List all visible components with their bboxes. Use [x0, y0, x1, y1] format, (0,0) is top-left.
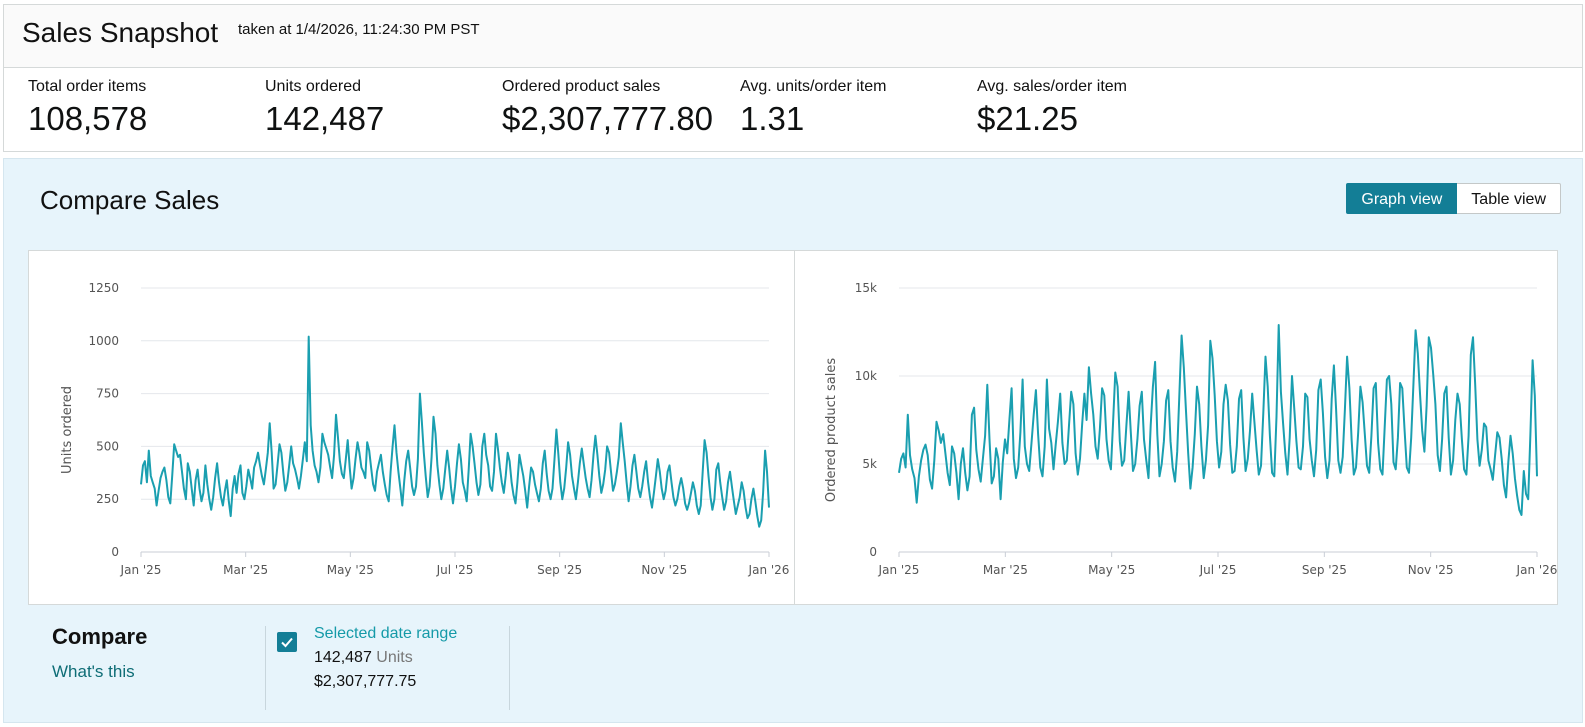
x-tick-label: Jan '25: [878, 563, 920, 577]
selected-range-checkbox[interactable]: [277, 632, 297, 652]
metric-value: 1.31: [740, 100, 805, 137]
chart-divider: [794, 251, 795, 604]
snapshot-header: Sales Snapshot taken at 1/4/2026, 11:24:…: [4, 5, 1582, 68]
y-tick-label: 15k: [855, 281, 877, 295]
metric-value: $2,307,777.80: [502, 100, 714, 137]
charts-container: 0 250 500 750 1000 1250 Jan '25 Mar '25 May '25 J…: [28, 250, 1558, 605]
x-tick-label: Jan '25: [120, 563, 162, 577]
legend-separator: [265, 626, 266, 710]
y-tick-label: 0: [111, 545, 119, 559]
whats-this-link[interactable]: What's this: [52, 662, 135, 681]
units-word: Units: [376, 649, 413, 666]
graph-view-button[interactable]: Graph view: [1346, 183, 1458, 214]
metric-ordered-product-sales: Ordered product sales $2,307,777.80: [502, 78, 713, 138]
metric-avg-sales-per-order-item: Avg. sales/order item $21.25: [977, 78, 1127, 138]
metric-units-ordered: Units ordered 142,487: [265, 78, 384, 138]
x-tick-label: Nov '25: [641, 563, 687, 577]
snapshot-title: Sales Snapshot: [22, 17, 219, 48]
y-tick-label: 750: [96, 387, 119, 401]
sales-snapshot-panel: Sales Snapshot taken at 1/4/2026, 11:24:…: [3, 4, 1583, 152]
x-tick-label: Jan '26: [1516, 563, 1557, 577]
selected-range-units: 142,487 Units: [314, 649, 413, 667]
x-tick-label: May '25: [327, 563, 374, 577]
ordered-product-sales-chart: 0 5k 10k 15k Jan '25 Mar '25 May '25 Jul '25 Sep…: [824, 281, 1557, 577]
metric-value: $21.25: [977, 100, 1078, 137]
compare-legend-title: Compare: [52, 624, 148, 649]
compare-legend: Compare What's this Selected date range …: [4, 614, 1582, 724]
table-view-button[interactable]: Table view: [1457, 183, 1561, 214]
metric-label: Units ordered: [265, 78, 362, 95]
y-tick-label: 250: [96, 492, 119, 506]
snapshot-timestamp: taken at 1/4/2026, 11:24:30 PM PST: [238, 21, 480, 38]
y-axis-title: Ordered product sales: [824, 358, 839, 503]
y-tick-label: 500: [96, 439, 119, 453]
y-tick-label: 5k: [862, 457, 877, 471]
metric-total-order-items: Total order items 108,578: [28, 78, 147, 138]
units-ordered-chart: 0 250 500 750 1000 1250 Jan '25 Mar '25 May '25 J…: [60, 281, 790, 577]
legend-separator: [509, 626, 510, 710]
metric-label: Total order items: [28, 78, 147, 95]
series-line: [140, 335, 770, 528]
y-tick-label: 0: [869, 545, 877, 559]
y-axis-title: Units ordered: [60, 386, 75, 474]
metric-value: 142,487: [265, 100, 385, 137]
compare-sales-panel: Compare Sales Graph view Table view 0 250…: [3, 158, 1583, 723]
x-tick-label: Nov '25: [1408, 563, 1454, 577]
series-line: [898, 324, 1538, 516]
units-value: 142,487: [314, 649, 372, 666]
x-tick-label: Jan '26: [748, 563, 790, 577]
x-tick-label: Mar '25: [983, 563, 1028, 577]
compare-sales-title: Compare Sales: [40, 185, 220, 215]
x-tick-label: May '25: [1088, 563, 1135, 577]
metric-value: 108,578: [28, 100, 148, 137]
metric-label: Ordered product sales: [502, 78, 661, 95]
y-tick-label: 1250: [88, 281, 119, 295]
x-tick-label: Sep '25: [1302, 563, 1347, 577]
x-tick-label: Mar '25: [223, 563, 268, 577]
x-tick-label: Jul '25: [436, 563, 474, 577]
x-tick-label: Jul '25: [1199, 563, 1237, 577]
view-toggle: Graph view Table view: [1346, 183, 1561, 214]
y-tick-label: 1000: [88, 334, 119, 348]
selected-range-sales: $2,307,777.75: [314, 673, 417, 690]
metric-label: Avg. sales/order item: [977, 78, 1127, 95]
checkmark-icon: [281, 637, 293, 648]
selected-date-range-label[interactable]: Selected date range: [314, 625, 458, 642]
y-tick-label: 10k: [855, 369, 877, 383]
metric-label: Avg. units/order item: [740, 78, 887, 95]
metric-avg-units-per-order-item: Avg. units/order item 1.31: [740, 78, 886, 138]
x-tick-label: Sep '25: [537, 563, 582, 577]
